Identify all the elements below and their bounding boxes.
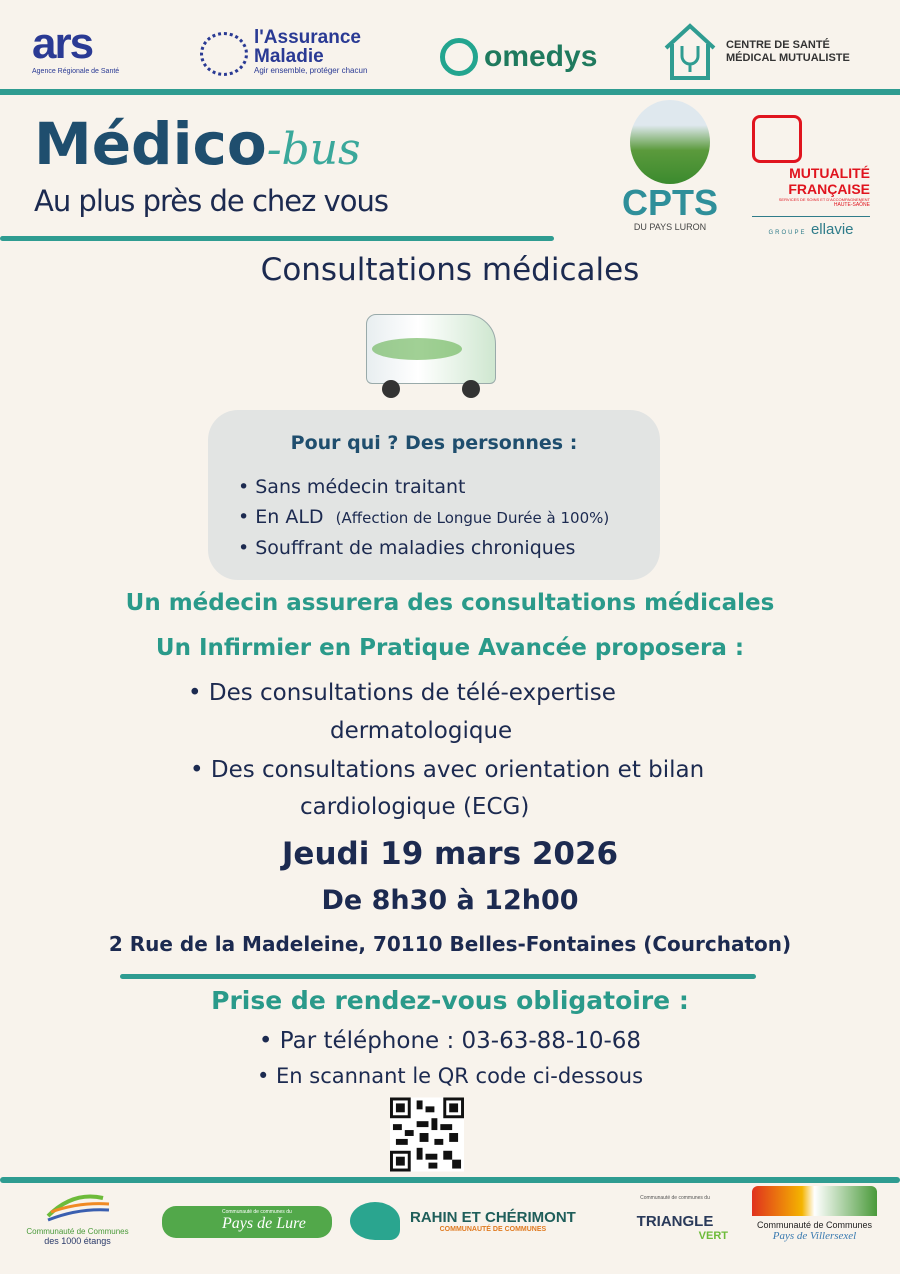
landscape-icon <box>630 100 710 184</box>
booking-title: Prise de rendez-vous obligatoire : <box>211 986 689 1015</box>
booking-phone[interactable]: • Par téléphone : 03-63-88-10-68 <box>258 1028 642 1054</box>
qr-code[interactable] <box>390 1097 464 1172</box>
ars-logo: ars Agence Régionale de Santé <box>32 19 120 76</box>
cpts-logo: CPTS DU PAYS LURON <box>620 100 720 232</box>
audience-item: • Sans médecin traitant <box>238 476 466 498</box>
rahin-cherimont-logo: RAHIN ET CHÉRIMONT COMMUNAUTÉ DE COMMUNES <box>350 1202 576 1240</box>
castle-icon <box>752 1186 877 1216</box>
omedys-logo: omedys <box>440 38 597 76</box>
centre-sante-logo: CENTRE DE SANTÉ MÉDICAL MUTUALISTE <box>662 22 850 82</box>
house-stethoscope-icon <box>664 23 716 80</box>
service-item: • Des consultations de télé-expertise <box>188 680 616 706</box>
triangle-vert-logo: Communauté de communes du TRIANGLE VERT <box>636 1195 728 1242</box>
villersexel-logo: Communauté de Communes Pays de Villersex… <box>752 1186 877 1242</box>
event-date: Jeudi 19 mars 2026 <box>281 836 619 872</box>
audience-box: Pour qui ? Des personnes : • Sans médeci… <box>208 410 660 580</box>
assurance-maladie-logo: l'Assurance Maladie Agir ensemble, proté… <box>200 28 400 76</box>
audience-item: • En ALD (Affection de Longue Durée à 10… <box>238 506 610 528</box>
tree-icon <box>350 1202 400 1240</box>
cc-1000-etangs-logo: Communauté de Communes des 1000 étangs <box>20 1186 135 1246</box>
service-item: • Des consultations avec orientation et … <box>190 757 705 783</box>
audience-heading: Pour qui ? Des personnes : <box>290 432 578 454</box>
waves-icon <box>46 1194 109 1222</box>
nurse-text: Un Infirmier en Pratique Avancée propose… <box>155 635 745 661</box>
hexagons-icon <box>752 115 802 163</box>
audience-item: • Souffrant de maladies chroniques <box>238 537 576 559</box>
doctor-text: Un médecin assurera des consultations mé… <box>125 590 775 616</box>
pays-de-lure-logo: Communauté de communes du Pays de Lure <box>162 1206 332 1238</box>
service-item-cont: dermatologique <box>330 718 513 744</box>
booking-qr-text: • En scannant le QR code ci-dessous <box>256 1064 644 1088</box>
footer-divider <box>0 1177 900 1183</box>
header-divider <box>0 89 900 95</box>
page-subtitle: Au plus près de chez vous <box>34 184 389 218</box>
service-item-cont: cardiologique (ECG) <box>300 794 530 820</box>
event-time: De 8h30 à 12h00 <box>321 885 579 916</box>
title-underline <box>0 236 554 241</box>
section-title: Consultations médicales <box>260 252 640 288</box>
address-divider <box>120 974 756 979</box>
medico-bus-image <box>362 308 500 400</box>
runners-icon <box>200 32 248 76</box>
mutualite-logo: MUTUALITÉ FRANÇAISE SERVICES DE SOINS ET… <box>752 115 870 239</box>
omedys-icon <box>440 38 478 76</box>
page-title: Médico-bus <box>34 110 361 178</box>
event-address: 2 Rue de la Madeleine, 70110 Belles-Font… <box>108 932 792 956</box>
